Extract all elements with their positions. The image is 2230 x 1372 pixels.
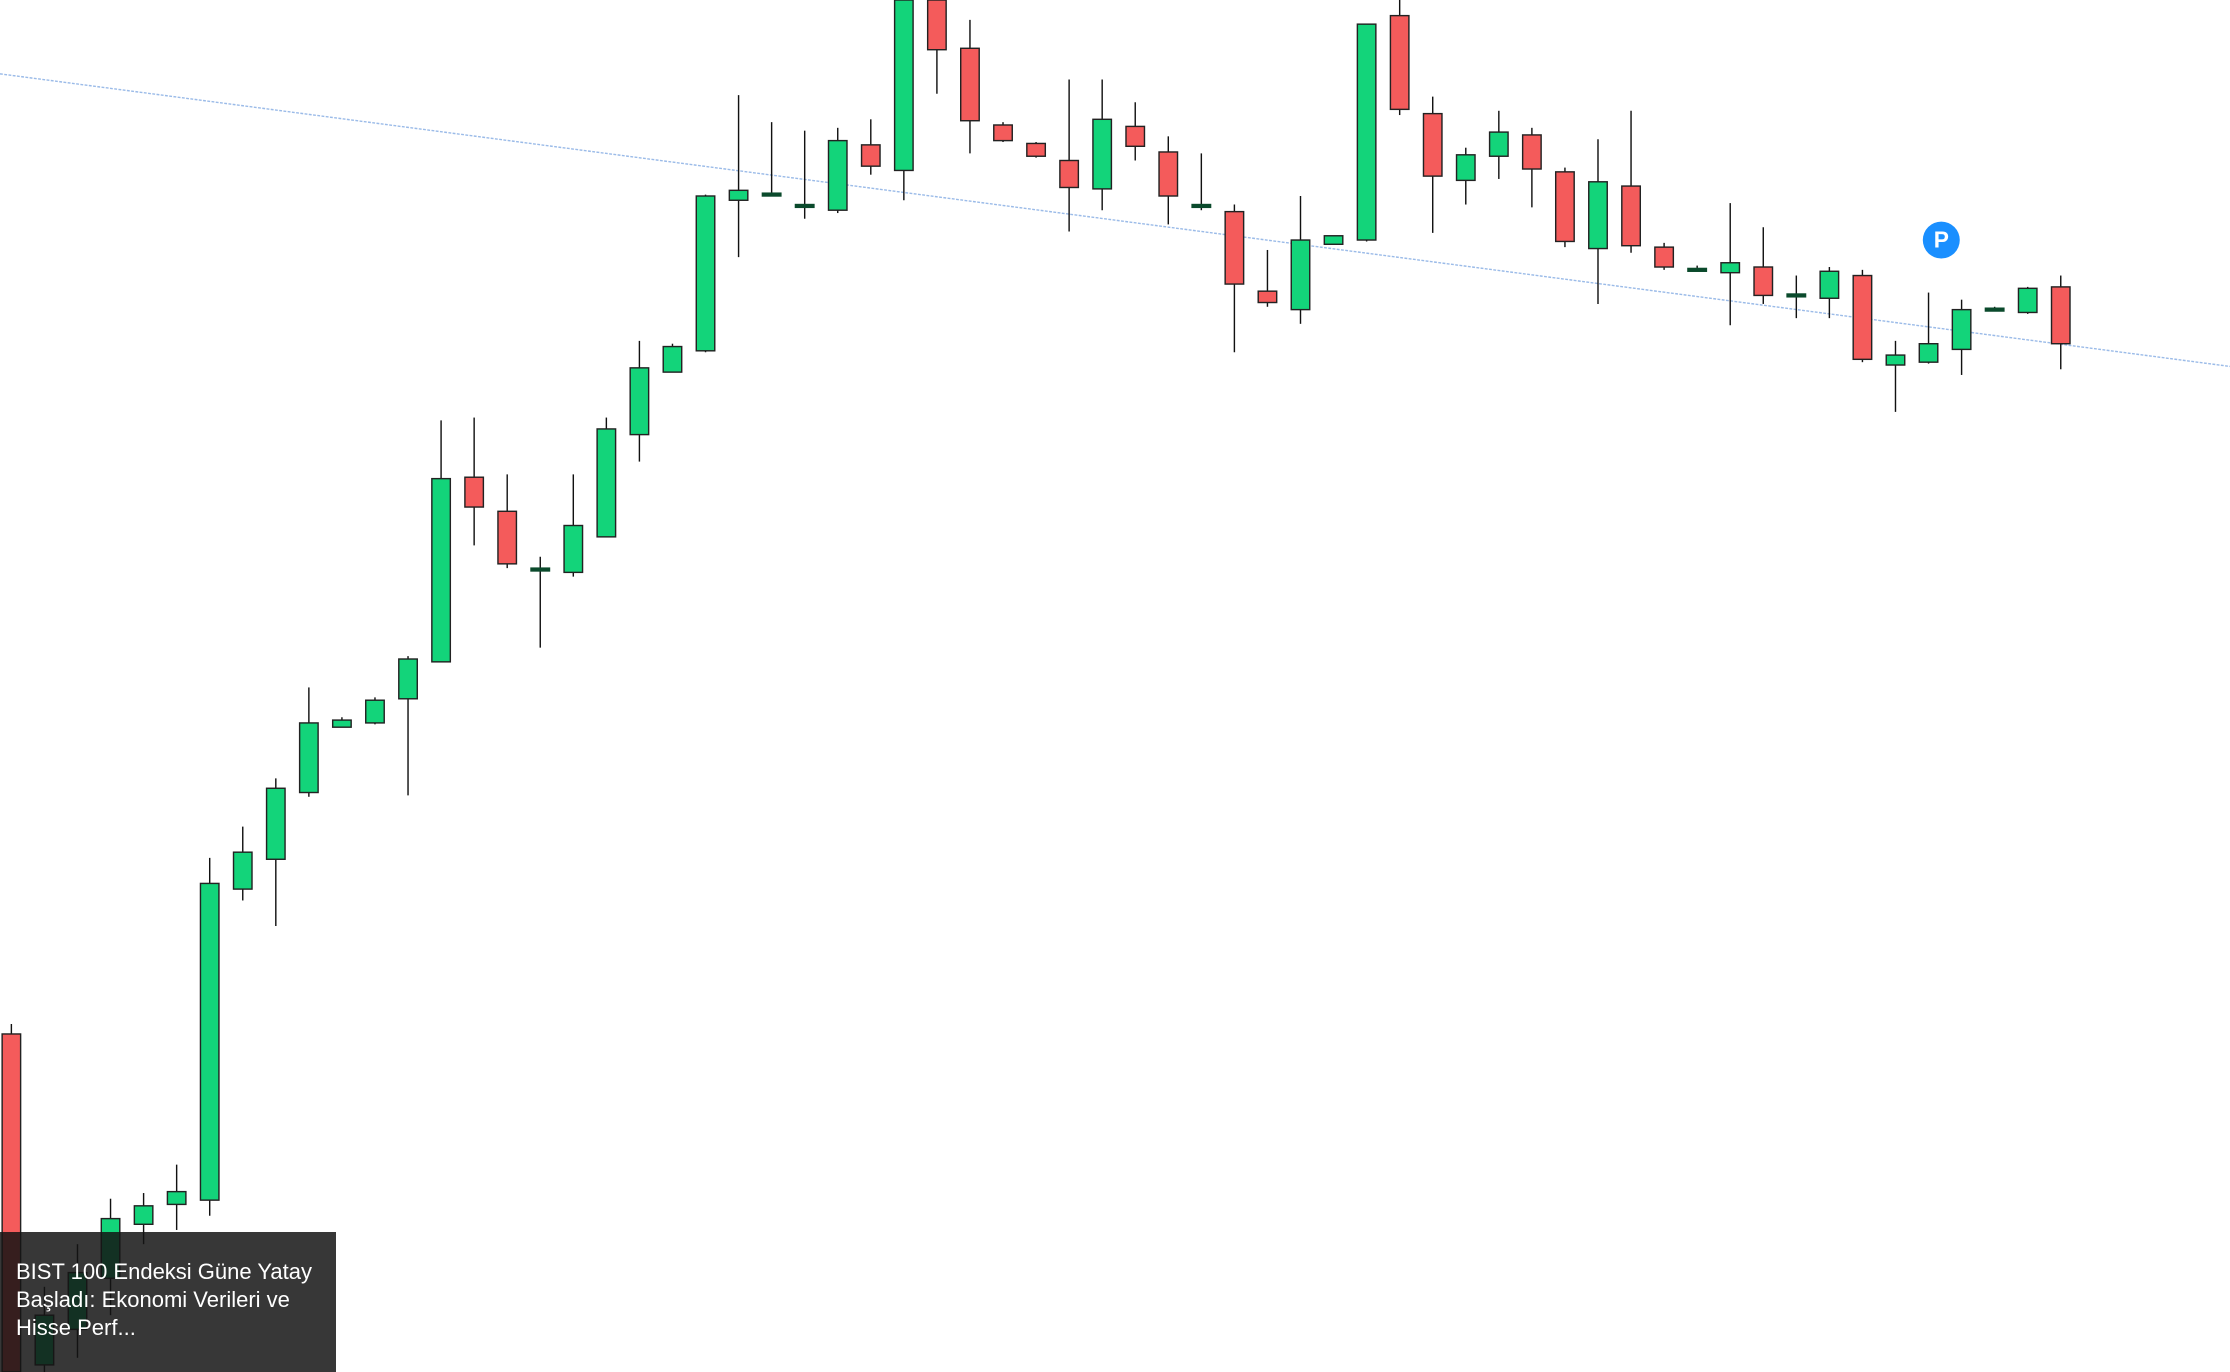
candle-body [133,1205,154,1225]
candle-body [1257,290,1278,304]
candle-body [1323,235,1344,246]
candle-body [2017,287,2038,314]
candle-body [1819,270,1840,299]
candle-body [629,367,650,436]
candle-body [1621,185,1642,247]
candle-body [1290,239,1311,311]
candle-body [464,476,485,508]
candle-body [1026,142,1047,157]
candle-body [298,722,319,794]
candle-body [827,139,848,211]
candle-body [497,510,518,565]
candle-body [1191,203,1212,209]
candle-body [596,428,617,538]
candle-body [1389,14,1410,111]
candle-body [166,1190,187,1206]
candle-body [893,0,914,172]
candle-body [1654,246,1675,268]
candle-body [1984,307,2005,312]
candle-body [1092,118,1113,190]
candle-body [1455,154,1476,182]
candle-body [1422,112,1443,177]
candle-body [1356,23,1377,241]
candle-body [1488,131,1509,157]
candle-body [431,477,452,663]
candle-body [794,203,815,209]
candle-body [1885,354,1906,366]
candle-body [1521,134,1542,170]
candle-body [993,124,1013,142]
candle-body [530,567,551,572]
candle-body [1125,125,1146,147]
candle-body [1158,151,1179,197]
candle-body [1786,293,1807,298]
candle-body [1687,267,1708,272]
candle-body [365,699,385,724]
candle-body [1918,343,1939,363]
news-overlay[interactable]: BIST 100 Endeksi Güne Yatay Başladı: Eko… [0,1232,336,1372]
candle-body [960,47,980,122]
candle-body [1059,159,1080,189]
candles [1,0,2071,1372]
candle-body [199,882,220,1201]
candle-body [1554,171,1575,243]
candle-body [563,524,584,574]
candle-body [1753,266,1774,297]
candle-body [926,0,947,51]
candle-body [695,195,716,352]
candle-body [1588,181,1608,250]
candle-body [728,189,749,201]
badge[interactable] [1922,221,1960,259]
candle-body [1720,262,1741,274]
candle-body [331,719,352,728]
candle-body [761,192,782,197]
candle-body [1951,308,1972,351]
candle-body [232,851,253,890]
badge-label[interactable]: P [1934,226,1949,252]
trend-line [0,73,2230,368]
candle-body [860,144,881,167]
candle-body [265,787,286,860]
candle-body [1852,274,1873,361]
candle-body [2050,286,2071,345]
candle-body [398,658,418,700]
candle-body [662,345,683,373]
candle-body [1224,210,1245,285]
